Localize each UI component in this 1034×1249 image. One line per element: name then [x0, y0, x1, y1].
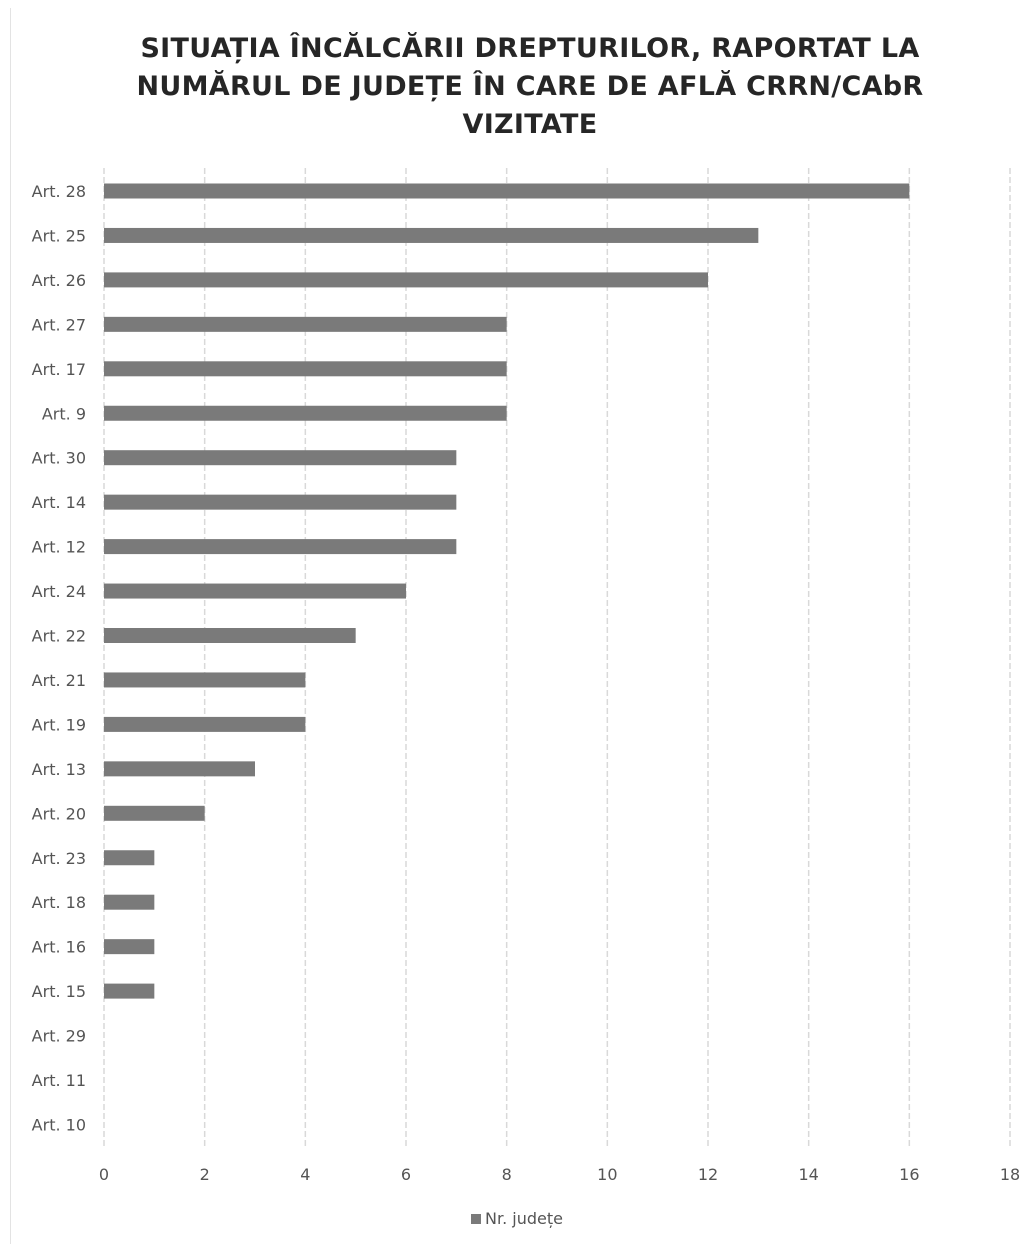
category-label: Art. 20 — [32, 804, 86, 823]
bar — [104, 761, 255, 777]
category-label: Art. 21 — [32, 671, 86, 690]
bar — [104, 405, 507, 421]
bar — [104, 316, 507, 332]
bar — [104, 450, 457, 466]
x-tick-label: 10 — [597, 1165, 617, 1184]
bar — [104, 227, 759, 243]
x-tick-label: 0 — [99, 1165, 109, 1184]
x-tick-label: 2 — [200, 1165, 210, 1184]
x-axis-ticks: 0 2 4 6 8 10 12 14 16 18 — [99, 1165, 1020, 1184]
legend-swatch — [471, 1214, 482, 1224]
bar — [104, 672, 306, 688]
legend-label: Nr. județe — [485, 1209, 563, 1228]
category-label: Art. 24 — [32, 582, 86, 601]
bar — [104, 361, 507, 377]
category-label: Art. 19 — [32, 715, 86, 734]
x-tick-label: 16 — [899, 1165, 919, 1184]
category-label: Art. 17 — [32, 360, 86, 379]
category-label: Art. 12 — [32, 538, 86, 557]
bar — [104, 716, 306, 732]
x-tick-label: 8 — [502, 1165, 512, 1184]
x-tick-label: 4 — [300, 1165, 310, 1184]
category-label: Art. 25 — [32, 226, 86, 245]
category-label: Art. 11 — [32, 1071, 86, 1090]
bar — [104, 805, 205, 821]
chart-title: SITUAȚIA ÎNCĂLCĂRII DREPTURILOR, RAPORTA… — [136, 33, 924, 140]
category-labels: Art. 28 Art. 25 Art. 26 Art. 27 Art. 17 Art. … — [32, 182, 86, 1134]
x-tick-label: 18 — [1000, 1165, 1020, 1184]
category-label: Art. 16 — [32, 938, 86, 957]
bars — [104, 183, 910, 999]
category-label: Art. 26 — [32, 271, 86, 290]
bar — [104, 628, 356, 643]
x-tick-label: 6 — [401, 1165, 411, 1184]
legend: Nr. județe — [0, 1209, 1034, 1228]
category-label: Art. 14 — [32, 493, 86, 512]
category-label: Art. 15 — [32, 982, 86, 1001]
bar — [104, 983, 155, 999]
category-label: Art. 9 — [42, 404, 86, 423]
bar — [104, 939, 155, 955]
category-label: Art. 29 — [32, 1027, 86, 1046]
category-label: Art. 18 — [32, 893, 86, 912]
page-frame — [10, 8, 1030, 1244]
bar — [104, 539, 457, 555]
category-label: Art. 13 — [32, 760, 86, 779]
category-label: Art. 23 — [32, 849, 86, 868]
bar — [104, 494, 457, 510]
category-label: Art. 22 — [32, 627, 86, 646]
bar — [104, 894, 155, 910]
bar — [104, 183, 910, 199]
bar — [104, 850, 155, 866]
category-label: Art. 30 — [32, 449, 86, 468]
gridlines — [103, 168, 1011, 1148]
x-tick-label: 12 — [698, 1165, 718, 1184]
category-label: Art. 28 — [32, 182, 86, 201]
x-tick-label: 14 — [798, 1165, 818, 1184]
bar — [104, 272, 708, 288]
category-label: Art. 10 — [32, 1115, 86, 1134]
bar — [104, 583, 406, 599]
category-label: Art. 27 — [32, 315, 86, 334]
